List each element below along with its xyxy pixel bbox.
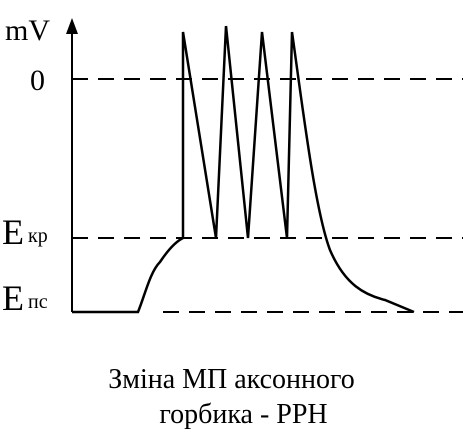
resting-level-label: E пс: [2, 278, 48, 318]
membrane-potential-trace: [72, 25, 415, 314]
caption-line-1: Зміна МП аксонного: [108, 364, 355, 395]
y-axis-unit-label: mV: [5, 14, 50, 47]
y-axis-arrow-head: [66, 18, 78, 34]
threshold-level-label: E кр: [2, 212, 48, 252]
threshold-label-subscript: кр: [28, 225, 48, 247]
resting-label-subscript: пс: [28, 291, 48, 313]
threshold-label-main: E: [2, 212, 24, 252]
zero-level-label: 0: [30, 64, 45, 97]
resting-label-main: E: [2, 278, 24, 318]
caption-line-2: горбика - РРН: [159, 399, 328, 430]
